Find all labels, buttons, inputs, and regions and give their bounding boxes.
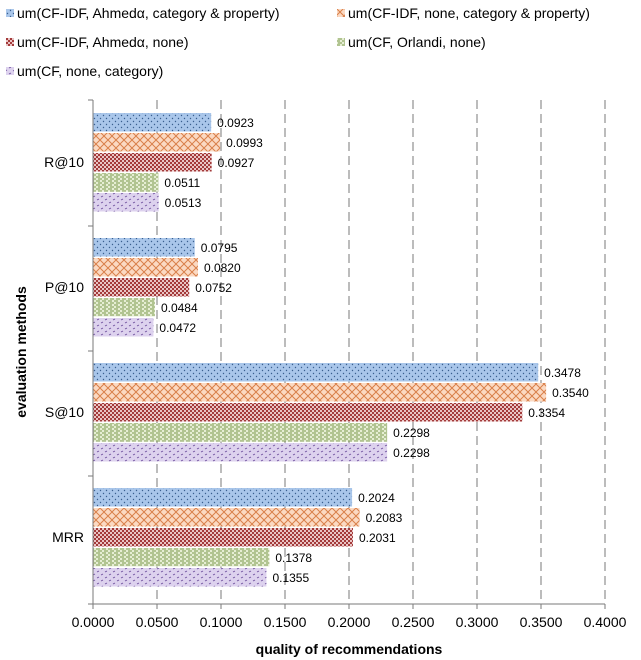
legend-label: um(CF, Orlandi, none) [348,34,486,50]
bar [93,568,267,587]
y-axis-title: evaluation methods [13,286,29,418]
bar [93,363,539,382]
bar [93,488,353,507]
bar [93,153,212,172]
legend: um(CF-IDF, Ahmedα, category & property) u… [6,5,590,79]
data-label: 0.3354 [528,406,565,420]
legend-swatch [6,67,14,75]
x-tick-label: 0.3000 [456,614,499,630]
axes: 0.0000 0.0500 0.1000 0.1500 0.2000 0.2500 0.30… [13,99,627,657]
x-tick-label: 0.1000 [200,614,243,630]
legend-swatch [6,9,14,17]
legend-label: um(CF, none, category) [17,63,163,79]
legend-swatch [337,9,345,17]
x-tick-label: 0.2000 [328,614,371,630]
data-label: 0.0511 [164,176,200,190]
data-label: 0.0472 [159,321,196,335]
bar [93,238,195,257]
data-label: 0.1355 [272,571,309,585]
data-label: 0.2031 [359,531,396,545]
x-tick-label: 0.0000 [72,614,115,630]
data-label: 0.0513 [165,196,202,210]
x-tick-label: 0.1500 [264,614,307,630]
data-label: 0.2298 [393,446,430,460]
legend-swatch [337,38,345,46]
bar [93,278,190,297]
bar [93,318,154,337]
bar [93,548,270,567]
data-label: 0.0923 [217,116,254,130]
y-tick-label: R@10 [44,154,84,170]
y-tick-label: S@10 [45,404,84,420]
data-label: 0.1378 [275,551,312,565]
bar [93,508,360,527]
x-tick-label: 0.2500 [392,614,435,630]
legend-label: um(CF-IDF, none, category & property) [348,5,590,21]
bars: 0.0923 0.0993 0.0927 0.0511 0.0513 0.0795 0.08… [93,113,589,587]
data-label: 0.0484 [161,301,198,315]
x-tick-label: 0.3500 [520,614,563,630]
bar [93,528,353,547]
legend-swatch [6,38,14,46]
data-label: 0.0752 [195,281,232,295]
bar [93,133,221,152]
data-label: 0.3540 [552,386,589,400]
bar [93,423,388,442]
x-tick-label: 0.4000 [584,614,627,630]
bar [93,403,523,422]
grid-lines [156,100,606,604]
data-label: 0.2298 [393,426,430,440]
y-tick-label: P@10 [45,279,84,295]
data-label: 0.3478 [544,366,581,380]
data-label: 0.0820 [204,261,241,275]
legend-label: um(CF-IDF, Ahmedα, category & property) [17,5,280,21]
bar [93,113,212,132]
data-label: 0.2024 [358,491,395,505]
bar [93,193,159,212]
x-tick-label: 0.0500 [136,614,179,630]
bar [93,383,547,402]
legend-label: um(CF-IDF, Ahmedα, none) [17,34,188,50]
data-label: 0.0927 [218,156,255,170]
data-label: 0.2083 [366,511,403,525]
bar [93,443,388,462]
bar [93,298,155,317]
data-label: 0.0795 [201,241,238,255]
bar [93,258,198,277]
x-axis-title: quality of recommendations [256,641,443,657]
data-label: 0.0993 [226,136,263,150]
y-tick-label: MRR [52,529,84,545]
bar [93,173,159,192]
